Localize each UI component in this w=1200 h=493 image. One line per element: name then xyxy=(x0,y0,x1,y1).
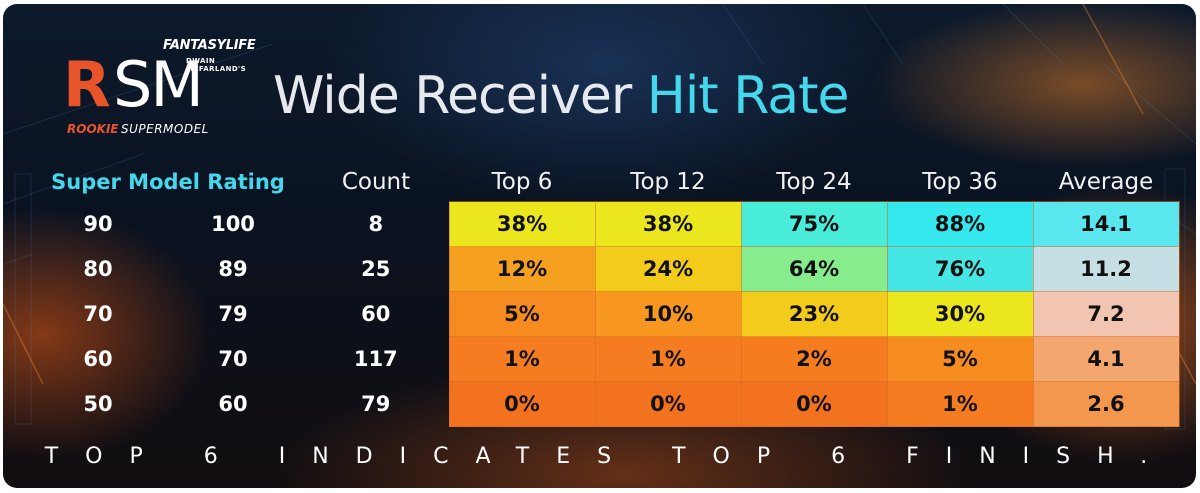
cell-low: 70 xyxy=(83,302,113,326)
header-count: Count xyxy=(341,169,411,196)
hit-rate-card: FANTASYLIFE DWAIN MCFARLAND'S R SM ROOKI… xyxy=(3,4,1196,488)
cell-top12: 1% xyxy=(594,336,742,382)
cell-top6: 12% xyxy=(448,246,596,292)
header-rating: Super Model Rating xyxy=(51,170,285,195)
cell-top36: 1% xyxy=(886,381,1034,427)
title-part-2: Hit Rate xyxy=(646,66,850,126)
cell-count: 79 xyxy=(361,392,391,416)
cell-low: 50 xyxy=(83,392,113,416)
cell-top36: 30% xyxy=(886,291,1034,337)
cell-average: 4.1 xyxy=(1032,336,1180,382)
cell-count: 8 xyxy=(368,212,384,236)
cell-high: 100 xyxy=(211,212,255,236)
header-top6: Top 6 xyxy=(491,169,553,195)
cell-top6: 1% xyxy=(448,336,596,382)
cell-top12: 0% xyxy=(594,381,742,427)
cell-count: 25 xyxy=(361,257,391,281)
cell-top24: 0% xyxy=(740,381,888,427)
footer-note: TOP 6 INDICATES TOP 6 FINISH. xyxy=(44,444,1175,469)
cell-top36: 88% xyxy=(886,201,1034,247)
header-top24: Top 24 xyxy=(776,169,852,195)
cell-top36: 5% xyxy=(886,336,1034,382)
logo-letter-r: R xyxy=(63,48,111,121)
header-average: Average xyxy=(1058,169,1154,195)
table-row: 90 100 8 38% 38% 75% 88% 14.1 xyxy=(33,201,1180,247)
header-top12: Top 12 xyxy=(630,169,706,195)
cell-high: 70 xyxy=(218,347,248,371)
cell-average: 14.1 xyxy=(1032,201,1180,247)
cell-top12: 24% xyxy=(594,246,742,292)
cell-top24: 75% xyxy=(740,201,888,247)
cell-count: 117 xyxy=(353,347,398,371)
cell-high: 60 xyxy=(218,392,248,416)
cell-top6: 5% xyxy=(448,291,596,337)
header-top36: Top 36 xyxy=(922,169,998,195)
cell-low: 60 xyxy=(83,347,113,371)
cell-average: 2.6 xyxy=(1032,381,1180,427)
table-row: 60 70 117 1% 1% 2% 5% 4.1 xyxy=(33,336,1180,382)
table-header-row: Super Model Rating Count Top 6 Top 12 To… xyxy=(33,163,1179,202)
table-row: 80 89 25 12% 24% 64% 76% 11.2 xyxy=(33,246,1180,292)
cell-top36: 76% xyxy=(886,246,1034,292)
logo-letters-sm: SM xyxy=(113,48,204,121)
logo-rookie: ROOKIE xyxy=(67,122,119,136)
table-body: 90 100 8 38% 38% 75% 88% 14.1 80 89 25 12% 24% 64% 76%… xyxy=(33,201,1180,427)
cell-low: 80 xyxy=(83,257,113,281)
rsm-logo: FANTASYLIFE DWAIN MCFARLAND'S R SM ROOKI… xyxy=(63,34,256,144)
cell-average: 7.2 xyxy=(1032,291,1180,337)
cell-high: 79 xyxy=(218,302,248,326)
cell-top12: 38% xyxy=(594,201,742,247)
cell-top24: 23% xyxy=(740,291,888,337)
cell-top24: 64% xyxy=(740,246,888,292)
logo-byline: DWAIN MCFARLAND'S xyxy=(186,57,247,73)
cell-low: 90 xyxy=(83,212,113,236)
fantasylife-brand: FANTASYLIFE xyxy=(163,38,256,53)
cell-count: 60 xyxy=(361,302,391,326)
page-title: Wide Receiver Hit Rate xyxy=(273,66,850,126)
cell-top24: 2% xyxy=(740,336,888,382)
cell-average: 11.2 xyxy=(1032,246,1180,292)
background-grid xyxy=(3,4,1196,430)
table-row: 70 79 60 5% 10% 23% 30% 7.2 xyxy=(33,291,1180,337)
cell-top6: 0% xyxy=(448,381,596,427)
cell-top6: 38% xyxy=(448,201,596,247)
table-row: 50 60 79 0% 0% 0% 1% 2.6 xyxy=(33,381,1180,427)
cell-top12: 10% xyxy=(594,291,742,337)
cell-high: 89 xyxy=(218,257,248,281)
hit-rate-table: Super Model Rating Count Top 6 Top 12 To… xyxy=(33,163,1180,427)
logo-supermodel: SUPERMODEL xyxy=(121,122,209,136)
title-part-1: Wide Receiver xyxy=(273,66,632,126)
